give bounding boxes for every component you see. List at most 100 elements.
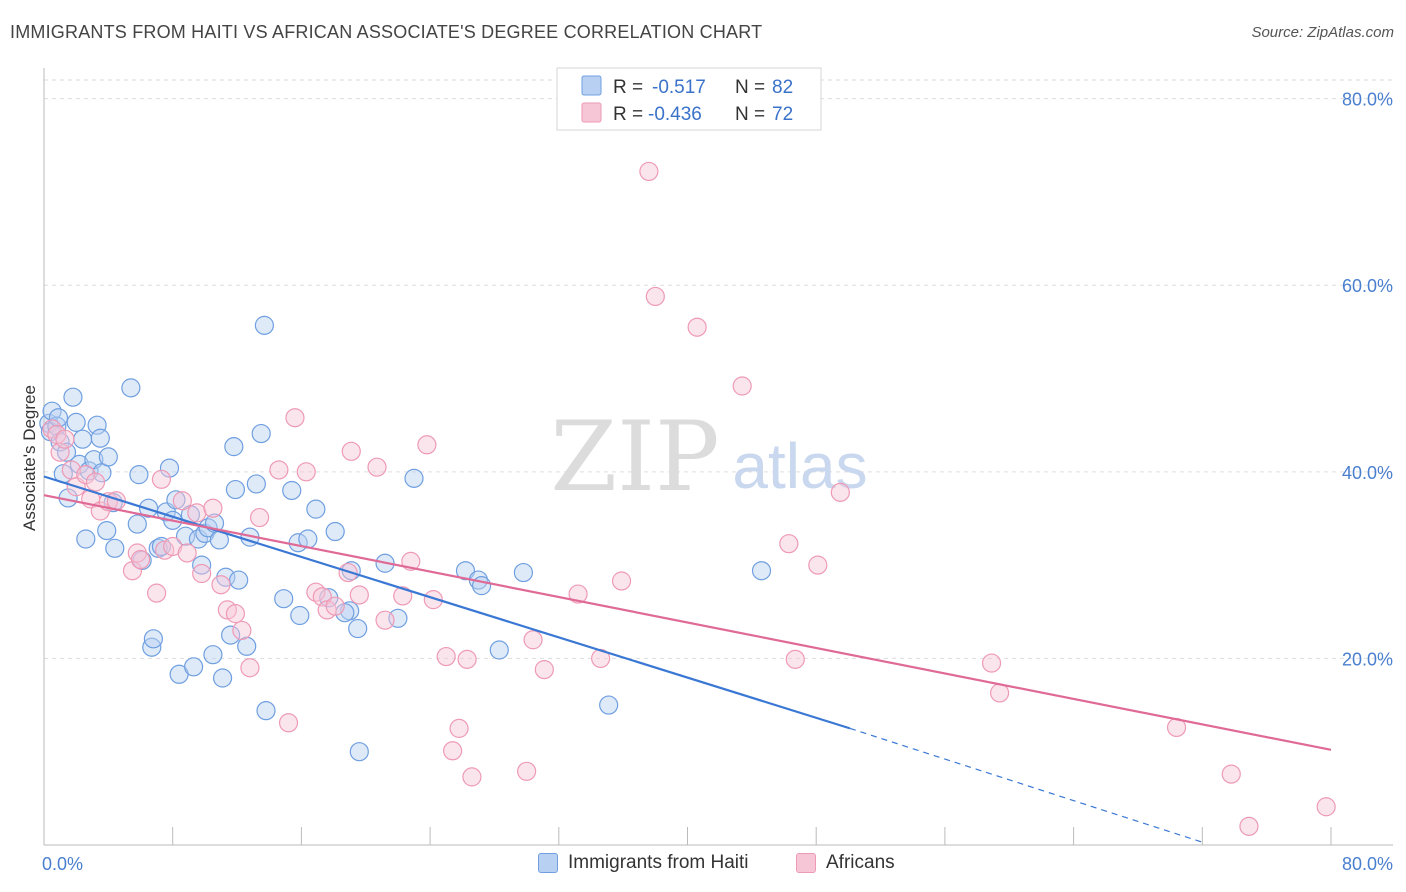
point-haiti-71 — [404, 468, 424, 488]
point-haiti-33 — [159, 458, 180, 478]
point-haiti-17 — [90, 428, 110, 448]
trend-line-dashed-haiti — [849, 727, 1203, 843]
point-africans-54 — [534, 660, 554, 680]
point-africans-26 — [225, 604, 246, 624]
point-africans-50 — [457, 649, 477, 669]
point-haiti-13 — [76, 529, 96, 549]
point-haiti-48 — [221, 625, 241, 645]
point-africans-63 — [785, 649, 805, 669]
point-africans-20 — [177, 543, 197, 563]
series-africans-points — [42, 161, 1336, 836]
point-africans-19 — [172, 491, 192, 511]
bottom-legend: Immigrants from Haiti Africans — [0, 852, 1406, 878]
legend-r-value-2: -0.436 — [648, 104, 702, 125]
point-haiti-65 — [325, 521, 345, 542]
point-haiti-35 — [166, 490, 186, 510]
point-africans-24 — [211, 575, 231, 595]
point-haiti-49 — [224, 437, 244, 457]
point-africans-39 — [341, 441, 361, 461]
point-haiti-30 — [148, 538, 168, 558]
point-haiti-55 — [251, 423, 271, 444]
point-africans-42 — [375, 610, 395, 630]
point-africans-23 — [203, 498, 223, 518]
point-africans-48 — [443, 741, 463, 761]
point-haiti-46 — [212, 668, 233, 688]
y-tick-label-3: 80.0% — [1342, 90, 1393, 110]
point-haiti-52 — [237, 636, 257, 656]
point-africans-12 — [122, 561, 143, 581]
bottom-legend-swatch-haiti — [538, 853, 558, 873]
point-haiti-75 — [489, 640, 509, 660]
watermark: ZIP atlas — [550, 401, 867, 513]
point-haiti-22 — [105, 538, 125, 558]
trend-line-africans — [43, 494, 1332, 751]
point-africans-51 — [462, 767, 482, 787]
point-africans-60 — [687, 317, 707, 337]
point-africans-57 — [611, 571, 632, 591]
point-africans-27 — [232, 620, 252, 641]
bottom-legend-label-africans: Africans — [826, 852, 895, 873]
point-africans-14 — [130, 549, 151, 570]
point-africans-43 — [393, 586, 413, 606]
point-africans-62 — [779, 534, 799, 554]
point-africans-46 — [423, 590, 443, 610]
point-africans-33 — [296, 462, 316, 482]
point-africans-21 — [187, 503, 207, 523]
y-tick-label-2: 60.0% — [1342, 276, 1393, 296]
point-haiti-31 — [151, 536, 172, 557]
bottom-legend-swatch-africans — [796, 853, 816, 873]
legend-r-label-1: R = — [613, 77, 643, 98]
point-africans-31 — [278, 713, 299, 733]
watermark-atlas: atlas — [732, 430, 867, 502]
point-haiti-72 — [455, 561, 476, 581]
point-haiti-39 — [184, 657, 204, 677]
legend-box: R = -0.517 N = 82 R = -0.436 N = 72 — [556, 67, 822, 131]
point-africans-55 — [568, 584, 588, 604]
point-africans-6 — [76, 465, 96, 485]
point-haiti-78 — [751, 561, 772, 581]
point-haiti-9 — [63, 387, 83, 407]
point-africans-45 — [417, 435, 437, 455]
legend-swatch-haiti — [581, 75, 602, 96]
point-haiti-56 — [254, 315, 274, 335]
legend-n-value-2: 72 — [772, 104, 793, 125]
legend-swatch-africans — [581, 102, 602, 123]
gridlines — [44, 79, 1393, 659]
point-haiti-63 — [306, 499, 326, 519]
point-africans-69 — [1221, 764, 1241, 784]
point-haiti-5 — [48, 408, 69, 428]
bottom-legend-africans: Africans — [796, 852, 895, 874]
point-haiti-12 — [73, 429, 93, 449]
x-tick-label-0: 0.0% — [42, 854, 83, 874]
point-africans-30 — [269, 460, 289, 480]
point-africans-61 — [732, 376, 752, 396]
point-haiti-23 — [121, 378, 141, 398]
series-haiti-points — [39, 315, 772, 762]
point-haiti-59 — [282, 480, 302, 501]
tick-labels: 20.0% 40.0% 60.0% 80.0% 0.0% 80.0% — [42, 90, 1393, 874]
point-africans-28 — [240, 658, 260, 678]
legend-n-label-2: N = — [735, 104, 765, 125]
point-africans-70 — [1239, 816, 1259, 836]
trend-line-haiti — [43, 475, 851, 730]
bottom-legend-haiti: Immigrants from Haiti — [538, 852, 749, 874]
point-haiti-58 — [274, 589, 294, 609]
point-haiti-19 — [97, 521, 117, 541]
point-africans-41 — [367, 457, 387, 477]
bottom-legend-label-haiti: Immigrants from Haiti — [568, 852, 749, 873]
point-africans-29 — [249, 507, 270, 528]
source-label: Source: ZipAtlas.com — [1251, 24, 1394, 41]
point-haiti-61 — [290, 605, 310, 626]
point-africans-49 — [449, 718, 469, 738]
point-haiti-68 — [348, 618, 368, 639]
point-africans-67 — [989, 683, 1010, 703]
point-africans-40 — [349, 585, 369, 605]
point-africans-64 — [808, 555, 828, 575]
legend-r-label-2: R = — [613, 104, 643, 125]
trend-lines — [43, 475, 1332, 843]
point-haiti-51 — [229, 570, 249, 590]
point-haiti-24 — [127, 514, 147, 534]
legend-n-label-1: N = — [735, 77, 765, 98]
point-haiti-29 — [143, 629, 163, 649]
